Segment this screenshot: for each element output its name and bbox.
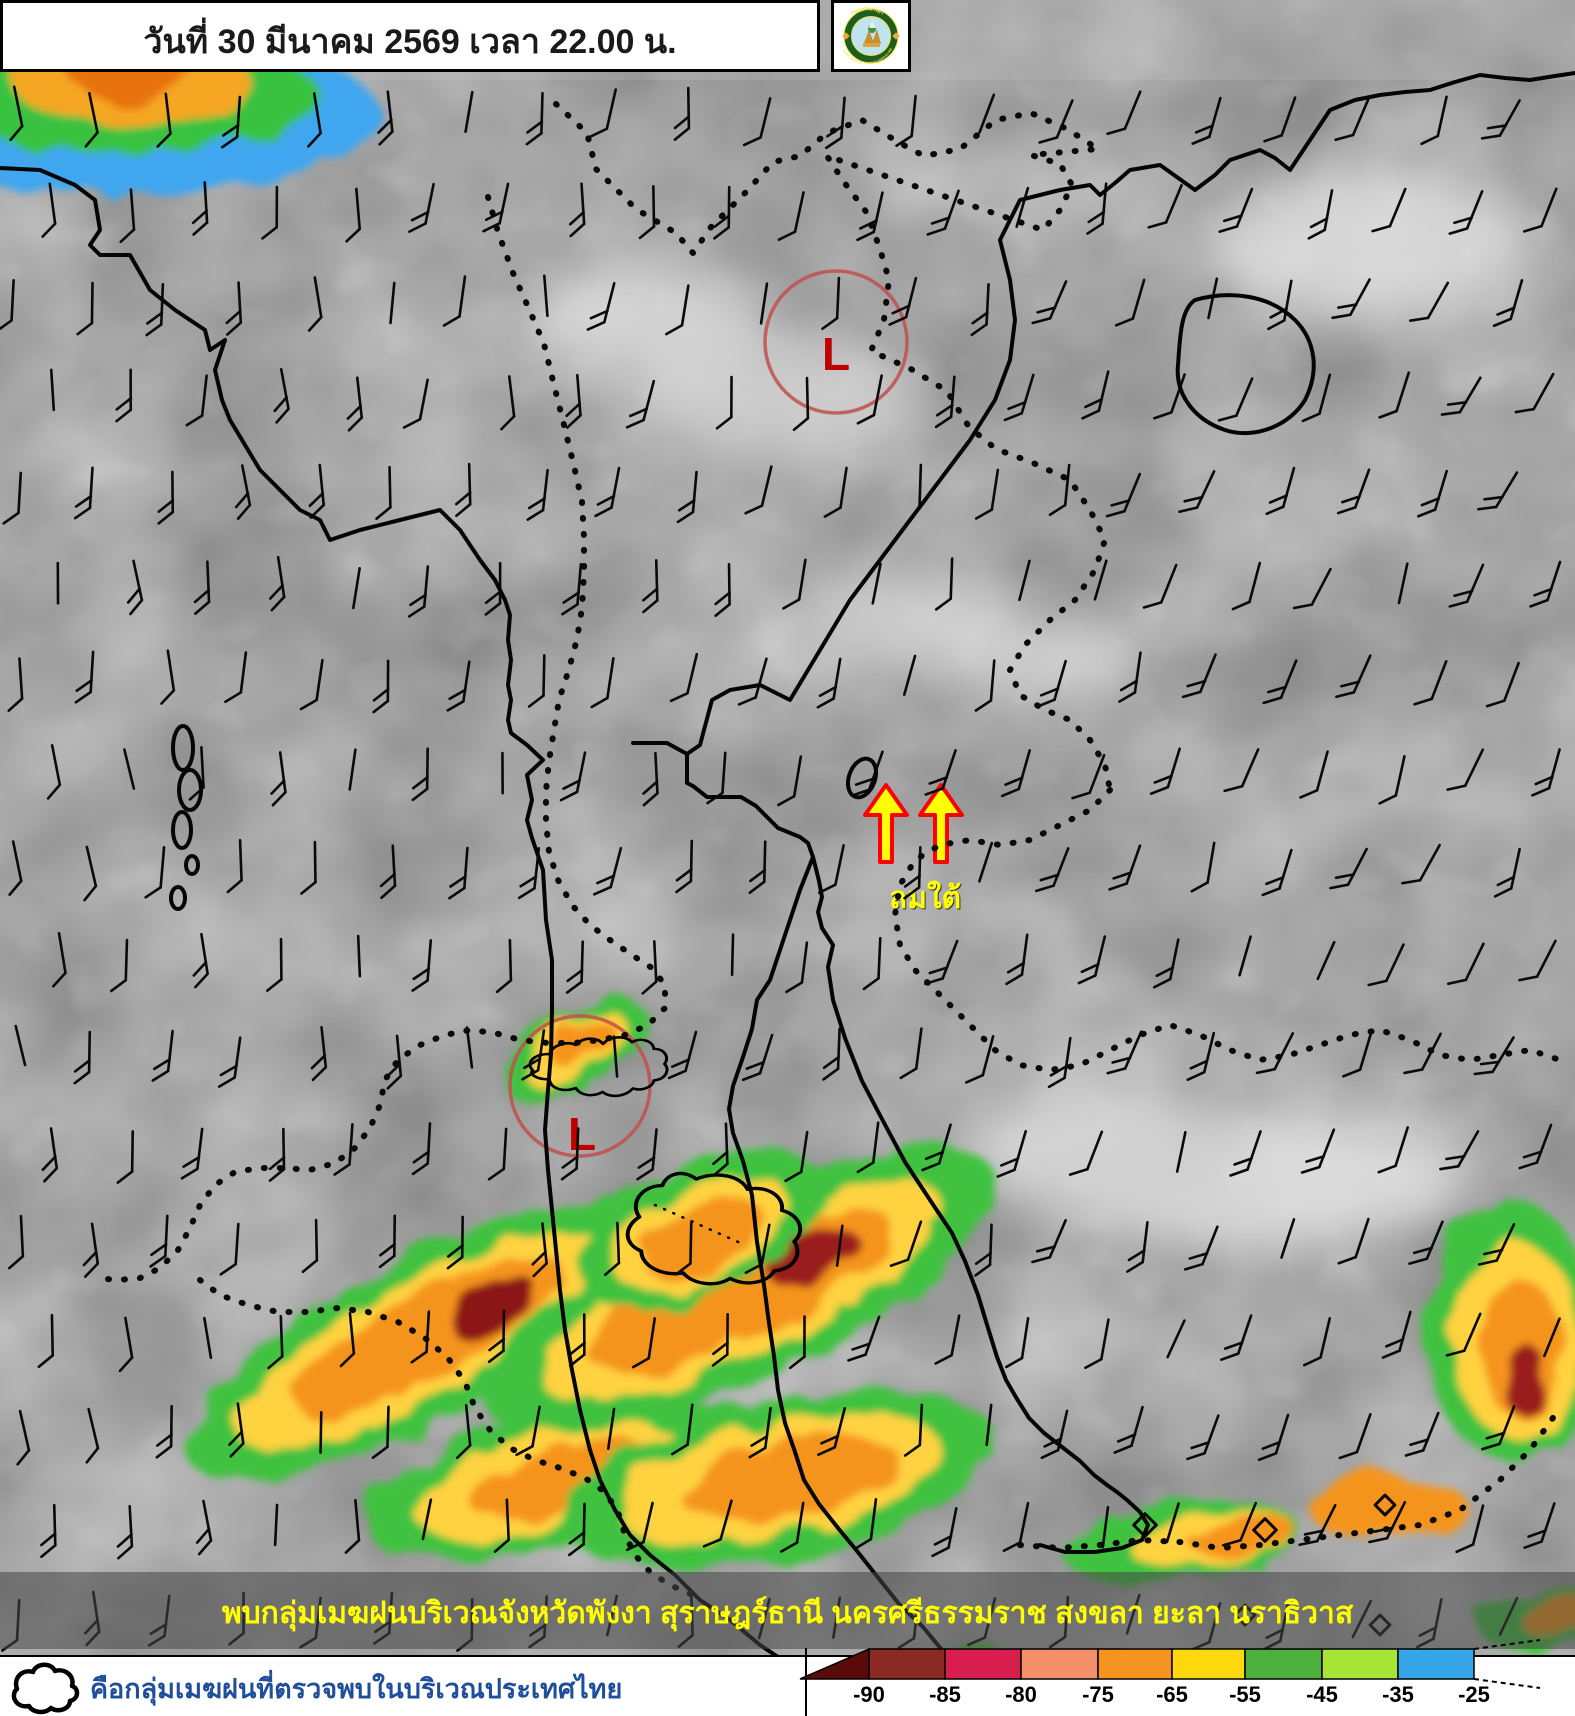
svg-text:-25: -25	[1458, 1682, 1490, 1707]
svg-text:-85: -85	[929, 1682, 961, 1707]
svg-text:-55: -55	[1229, 1682, 1261, 1707]
svg-text:-80: -80	[1005, 1682, 1037, 1707]
svg-text:-65: -65	[1156, 1682, 1188, 1707]
svg-text:-35: -35	[1382, 1682, 1414, 1707]
svg-text:-45: -45	[1306, 1682, 1338, 1707]
svg-text:-75: -75	[1082, 1682, 1114, 1707]
svg-text:-90: -90	[853, 1682, 885, 1707]
